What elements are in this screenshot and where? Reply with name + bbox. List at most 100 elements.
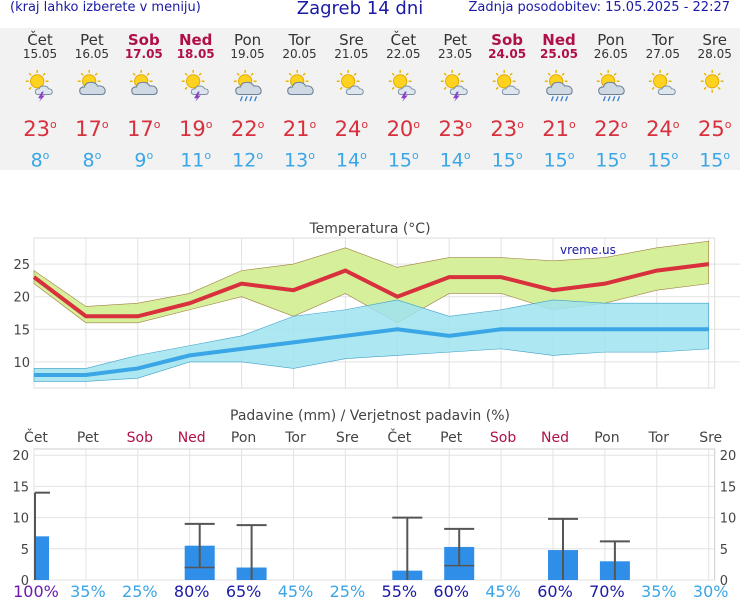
precipitation-x-tick-label: Sre: [699, 430, 722, 446]
precipitation-y-tick-label-left: 5: [21, 543, 29, 558]
day-date: 25.05: [540, 47, 578, 61]
max-temperature: 23o: [490, 117, 524, 141]
max-temperature: 22o: [230, 117, 265, 141]
day-column[interactable]: Sob 24.05 23o 15o: [481, 32, 533, 171]
precipitation-probability-label: 60%: [433, 582, 469, 600]
min-temperature: 15o: [699, 149, 731, 172]
day-column[interactable]: Sre 28.05 25o 15o: [689, 32, 740, 171]
day-column[interactable]: Sre 21.05 24o 14o: [325, 32, 377, 171]
precipitation-x-tick-label: Sob: [127, 430, 153, 446]
precipitation-x-tick-label: Tor: [648, 430, 670, 446]
day-column[interactable]: Pet 16.05 17o 8o: [66, 32, 118, 171]
day-date: 19.05: [230, 47, 265, 61]
precipitation-probability-label: 100%: [13, 582, 59, 600]
temperature-y-tick-label: 20: [13, 291, 30, 306]
day-name: Čet: [27, 31, 53, 49]
day-date: 21.05: [334, 47, 369, 61]
day-column[interactable]: Pet 23.05 23o 14o: [429, 32, 481, 171]
temperature-y-tick-label: 25: [13, 258, 30, 273]
precipitation-x-tick-label: Pet: [77, 430, 100, 446]
sun-cloud-icon: [285, 69, 314, 96]
min-temperature: 13o: [284, 149, 315, 172]
max-temperature: 24o: [646, 117, 680, 141]
day-date: 27.05: [645, 47, 680, 61]
precipitation-y-tick-label-right: 15: [720, 480, 737, 495]
precipitation-probability-label: 25%: [122, 582, 158, 600]
max-temperature: 23o: [23, 117, 57, 141]
day-column[interactable]: Pon 19.05 22o 12o: [222, 32, 274, 171]
precipitation-probability-label: 80%: [174, 582, 210, 600]
sun-cloud-icon: [77, 69, 106, 96]
day-column[interactable]: Ned 25.05 21o 15o: [533, 32, 585, 171]
precipitation-x-tick-label: Ned: [178, 430, 206, 446]
min-temperature: 15o: [387, 149, 419, 172]
max-temperature: 24o: [334, 117, 369, 141]
max-temperature: 25o: [697, 117, 732, 141]
sun-cloud-rain-icon: [233, 69, 262, 102]
min-temperature: 11o: [180, 149, 212, 172]
min-temperature-range-band: [33, 299, 710, 382]
precipitation-x-tick-label: Pet: [440, 430, 463, 446]
day-date: 16.05: [74, 47, 110, 61]
day-column[interactable]: Ned 18.05 19o 11o: [170, 32, 222, 171]
precipitation-plot-area: [33, 448, 716, 581]
precipitation-probability-label: 35%: [641, 582, 677, 600]
max-temperature: 20o: [386, 117, 421, 141]
sun-cloud-rain-icon: [596, 69, 625, 102]
day-column[interactable]: Tor 27.05 24o 15o: [637, 32, 689, 171]
precipitation-x-tick-label: Tor: [284, 430, 306, 446]
min-temperature: 15o: [647, 149, 679, 172]
day-name: Sre: [339, 31, 364, 49]
day-column[interactable]: Tor 20.05 21o 13o: [274, 32, 326, 171]
daily-forecast-strip: [0, 28, 740, 170]
day-date: 26.05: [593, 47, 629, 61]
temperature-y-tick-label: 15: [13, 323, 30, 338]
temperature-chart-title: Temperatura (°C): [308, 221, 430, 237]
day-column[interactable]: Pon 26.05 22o 15o: [585, 32, 637, 171]
precipitation-y-tick-label-left: 10: [12, 512, 29, 527]
day-column[interactable]: Čet 22.05 20o 15o: [377, 32, 429, 171]
day-name: Sob: [127, 31, 160, 49]
precipitation-probability-label: 35%: [70, 582, 106, 600]
precipitation-y-tick-label-right: 20: [720, 449, 737, 464]
precipitation-y-tick-label-left: 15: [12, 480, 29, 495]
day-date: 23.05: [438, 47, 473, 61]
day-name: Pet: [443, 31, 467, 49]
min-temperature: 15o: [491, 149, 523, 172]
precipitation-probability-label: 45%: [278, 582, 314, 600]
sun-cloud-storm-icon: [441, 69, 468, 103]
sun-cloud-rain-icon: [544, 69, 573, 102]
day-name: Tor: [651, 31, 674, 49]
temperature-chart: Temperatura (°C) 10 15 20 25 vreme.us: [13, 221, 740, 389]
precipitation-x-tick-label: Ned: [541, 430, 569, 446]
day-name: Sre: [702, 31, 727, 49]
max-temperature: 22o: [594, 117, 628, 141]
precipitation-x-tick-label: Čet: [387, 428, 411, 446]
min-temperature: 15o: [543, 149, 575, 172]
sun-shape: [700, 69, 724, 93]
precipitation-chart-title: Padavine (mm) / Verjetnost padavin (%): [230, 408, 510, 424]
precipitation-y-tick-label-left: 0: [21, 574, 29, 589]
max-temperature: 17o: [75, 117, 109, 141]
day-name: Ned: [178, 31, 213, 49]
precipitation-x-tick-label: Pon: [231, 430, 256, 446]
precipitation-y-tick-label-right: 5: [720, 543, 728, 558]
day-column[interactable]: Sob 17.05 17o 9o: [118, 32, 170, 171]
precipitation-probability-label: 70%: [589, 582, 625, 600]
sun-shape: [181, 69, 205, 93]
min-temperature: 8o: [30, 149, 50, 172]
max-temperature: 23o: [438, 117, 472, 141]
sun-small-cloud-icon: [492, 69, 520, 95]
day-date: 18.05: [176, 47, 215, 61]
temperature-y-tick-label: 10: [13, 356, 30, 371]
min-temperature: 15o: [595, 149, 627, 172]
header-location-hint[interactable]: (kraj lahko izberete v meniju): [10, 0, 201, 15]
day-name: Pon: [233, 31, 262, 49]
sun-cloud-storm-icon: [25, 69, 53, 103]
precipitation-bar: [34, 536, 49, 580]
day-column[interactable]: Čet 15.05 23o 8o: [14, 32, 66, 171]
precipitation-y-tick-label-right: 0: [720, 574, 728, 589]
day-name: Sob: [491, 31, 524, 49]
max-temperature: 17o: [127, 117, 161, 141]
forecast-charts: Temperatura (°C) 10 15 20 25 vreme.us Padavin…: [12, 221, 740, 600]
